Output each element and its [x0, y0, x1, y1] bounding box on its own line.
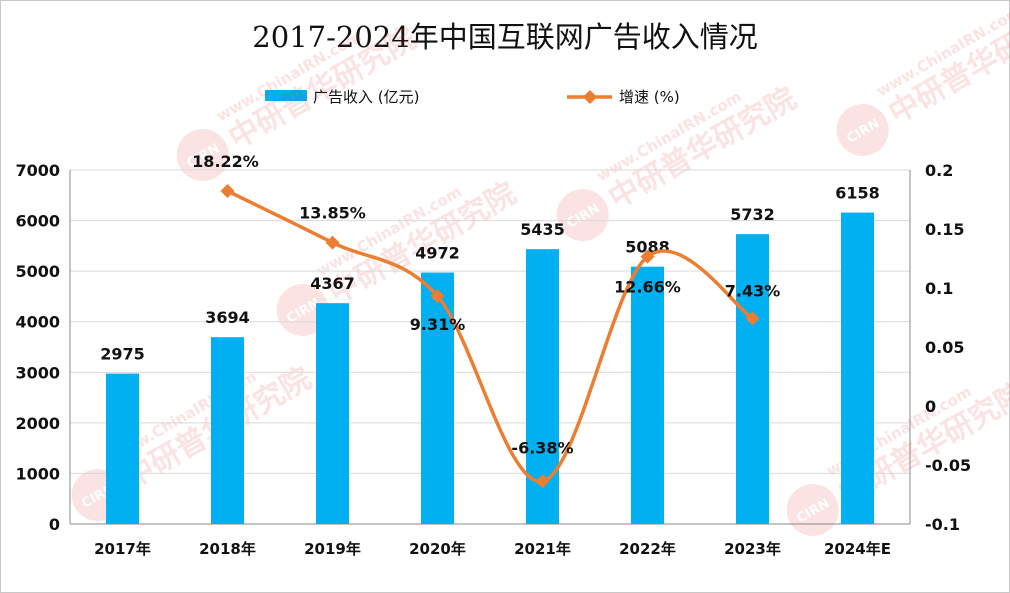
right-axis-tick-label: 0.1 — [925, 279, 953, 298]
growth-marker — [430, 289, 445, 304]
x-tick-label: 2017年 — [94, 540, 151, 558]
watermark-badge — [176, 129, 229, 181]
x-tick-label: 2022年 — [619, 540, 676, 558]
x-tick-label: 2023年 — [724, 540, 781, 558]
growth-data-label: 13.85% — [299, 204, 366, 223]
left-axis-tick-label: 7000 — [15, 161, 60, 180]
bar — [211, 337, 244, 524]
growth-marker — [220, 184, 235, 199]
bar-data-label: 4367 — [310, 274, 355, 293]
watermark-badge — [276, 284, 329, 336]
right-axis-tick-label: 0.05 — [925, 338, 964, 357]
bar — [841, 212, 874, 524]
left-axis-tick-label: 0 — [49, 515, 60, 534]
watermark-badge — [836, 104, 889, 156]
bar — [316, 303, 349, 524]
left-axis-tick-label: 4000 — [15, 313, 60, 332]
growth-data-label: -6.38% — [511, 438, 573, 457]
left-axis-tick-label: 6000 — [15, 212, 60, 231]
left-axis-tick-label: 1000 — [15, 464, 60, 483]
left-axis-tick-label: 5000 — [15, 262, 60, 281]
x-tick-label: 2020年 — [409, 540, 466, 558]
growth-marker — [640, 249, 655, 264]
bar-data-label: 2975 — [100, 345, 145, 364]
right-axis-tick-label: 0.2 — [925, 161, 953, 180]
x-tick-label: 2018年 — [199, 540, 256, 558]
right-axis-tick-label: 0.15 — [925, 220, 964, 239]
growth-data-label: 9.31% — [410, 315, 466, 334]
left-axis-tick-label: 2000 — [15, 414, 60, 433]
bar — [106, 373, 139, 524]
right-axis-tick-label: -0.1 — [925, 515, 960, 534]
growth-data-label: 7.43% — [725, 281, 781, 300]
legend-bar-swatch — [265, 90, 307, 101]
legend-bar-label: 广告收入 (亿元) — [313, 88, 420, 106]
bar-data-label: 4972 — [415, 244, 460, 263]
x-tick-label: 2019年 — [304, 540, 361, 558]
x-tick-label: 2024年E — [824, 540, 891, 558]
x-tick-label: 2021年 — [514, 540, 571, 558]
growth-marker — [325, 235, 340, 250]
bar-data-label: 6158 — [835, 184, 880, 203]
left-axis-tick-label: 3000 — [15, 363, 60, 382]
bar — [631, 266, 664, 524]
right-axis-tick-label: -0.05 — [925, 456, 971, 475]
watermark-badge — [786, 484, 839, 536]
legend-line-marker — [583, 90, 597, 104]
right-axis-tick-label: 0 — [925, 397, 936, 416]
chart-title: 2017-2024年中国互联网广告收入情况 — [252, 20, 758, 54]
bar — [736, 234, 769, 524]
watermark-badge — [556, 189, 609, 241]
growth-line — [226, 189, 754, 484]
bar-data-label: 3694 — [205, 308, 250, 327]
growth-data-label: 18.22% — [192, 152, 259, 171]
legend-line-label: 增速 (%) — [619, 88, 680, 106]
bar-data-label: 5732 — [730, 205, 775, 224]
growth-marker — [745, 311, 760, 326]
bar-data-label: 5435 — [520, 220, 565, 239]
growth-data-label: 12.66% — [614, 278, 681, 297]
growth-marker — [535, 474, 550, 489]
